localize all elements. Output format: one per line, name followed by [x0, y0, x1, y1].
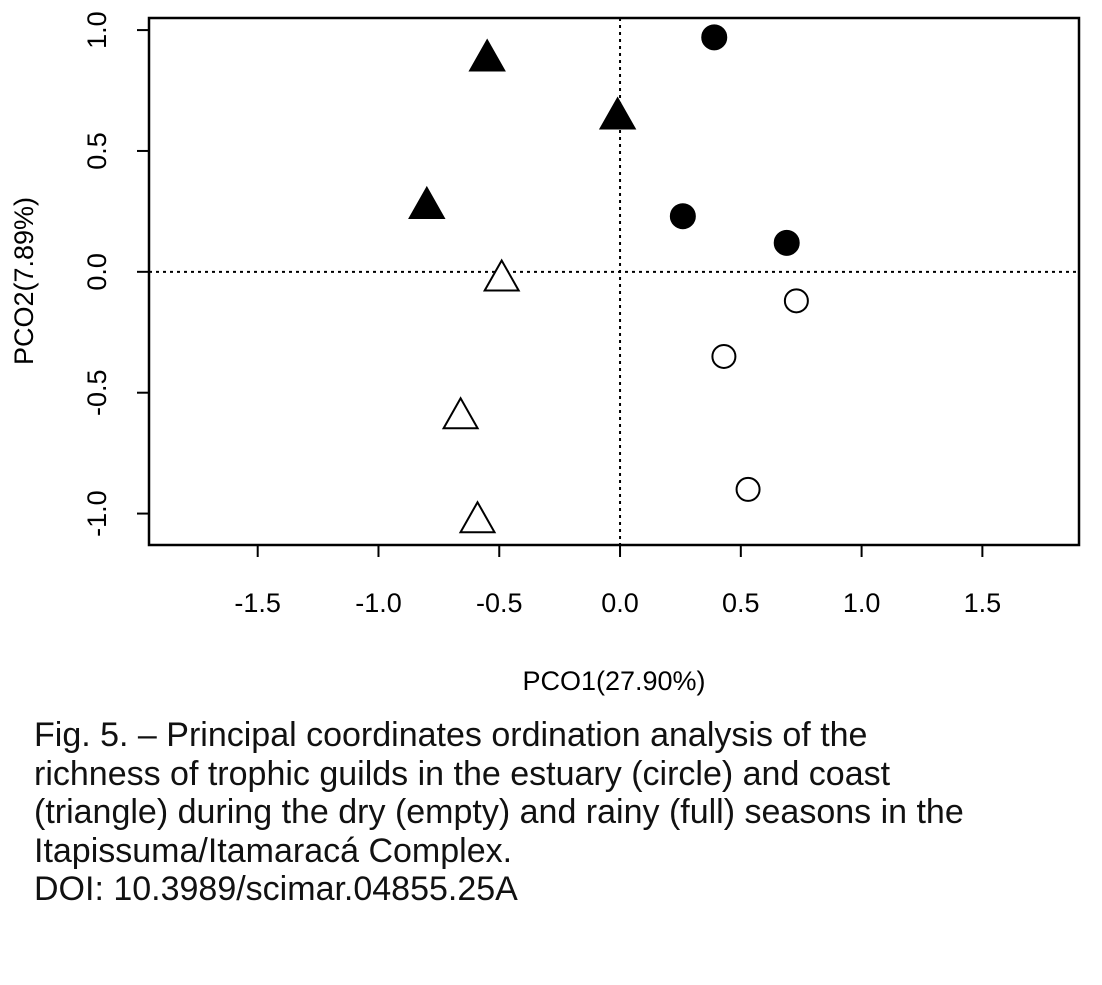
filled-circle-point — [773, 229, 800, 256]
x-tick-label: -1.5 — [234, 588, 281, 618]
x-tick-label: -1.0 — [355, 588, 402, 618]
empty-circle-point — [783, 288, 809, 314]
y-tick-label: 0.5 — [82, 132, 112, 170]
x-tick-label: -0.5 — [476, 588, 523, 618]
figure-caption: Fig. 5. – Principal coordinates ordinati… — [34, 716, 1094, 909]
x-axis-title: PCO1(27.90%) — [522, 666, 705, 696]
filled-triangle-point — [408, 185, 446, 219]
empty-triangle-point — [441, 396, 480, 430]
y-tick-label: -1.0 — [82, 490, 112, 537]
empty-circle-point — [711, 343, 737, 369]
x-tick-label: 1.5 — [964, 588, 1002, 618]
y-tick-label: 0.0 — [82, 253, 112, 291]
y-tick-label: 1.0 — [82, 11, 112, 49]
empty-triangle-point — [482, 258, 521, 292]
caption-line: richness of trophic guilds in the estuar… — [34, 754, 891, 793]
empty-circle-point — [735, 476, 761, 502]
y-axis: -1.0 -0.5 0.0 0.5 1.0 — [82, 11, 149, 537]
filled-triangle-point — [468, 38, 506, 72]
x-tick-label: 0.0 — [601, 588, 639, 618]
filled-triangle-point — [598, 96, 637, 130]
caption-line: Itapissuma/Itamaracá Complex. — [34, 831, 513, 870]
caption-line: DOI: 10.3989/scimar.04855.25A — [34, 870, 518, 908]
y-tick-label: -0.5 — [82, 369, 112, 416]
filled-circle-point — [669, 203, 696, 230]
caption-line: Fig. 5. – Principal coordinates ordinati… — [34, 716, 868, 754]
pco-scatter-chart: -1.5 -1.0 -0.5 0.0 0.5 1.0 1.5 -1.0 -0.5 0.0 0.5 1… — [9, 11, 1081, 696]
empty-triangle-point — [458, 500, 497, 534]
x-axis: -1.5 -1.0 -0.5 0.0 0.5 1.0 1.5 — [234, 545, 1001, 618]
data-points — [408, 24, 809, 534]
y-axis-title: PCO2(7.89%) — [9, 197, 39, 365]
caption-line: (triangle) during the dry (empty) and ra… — [34, 793, 964, 831]
filled-circle-point — [701, 24, 728, 51]
x-tick-label: 1.0 — [843, 588, 881, 618]
plot-frame — [147, 16, 1081, 547]
x-tick-label: 0.5 — [722, 588, 760, 618]
